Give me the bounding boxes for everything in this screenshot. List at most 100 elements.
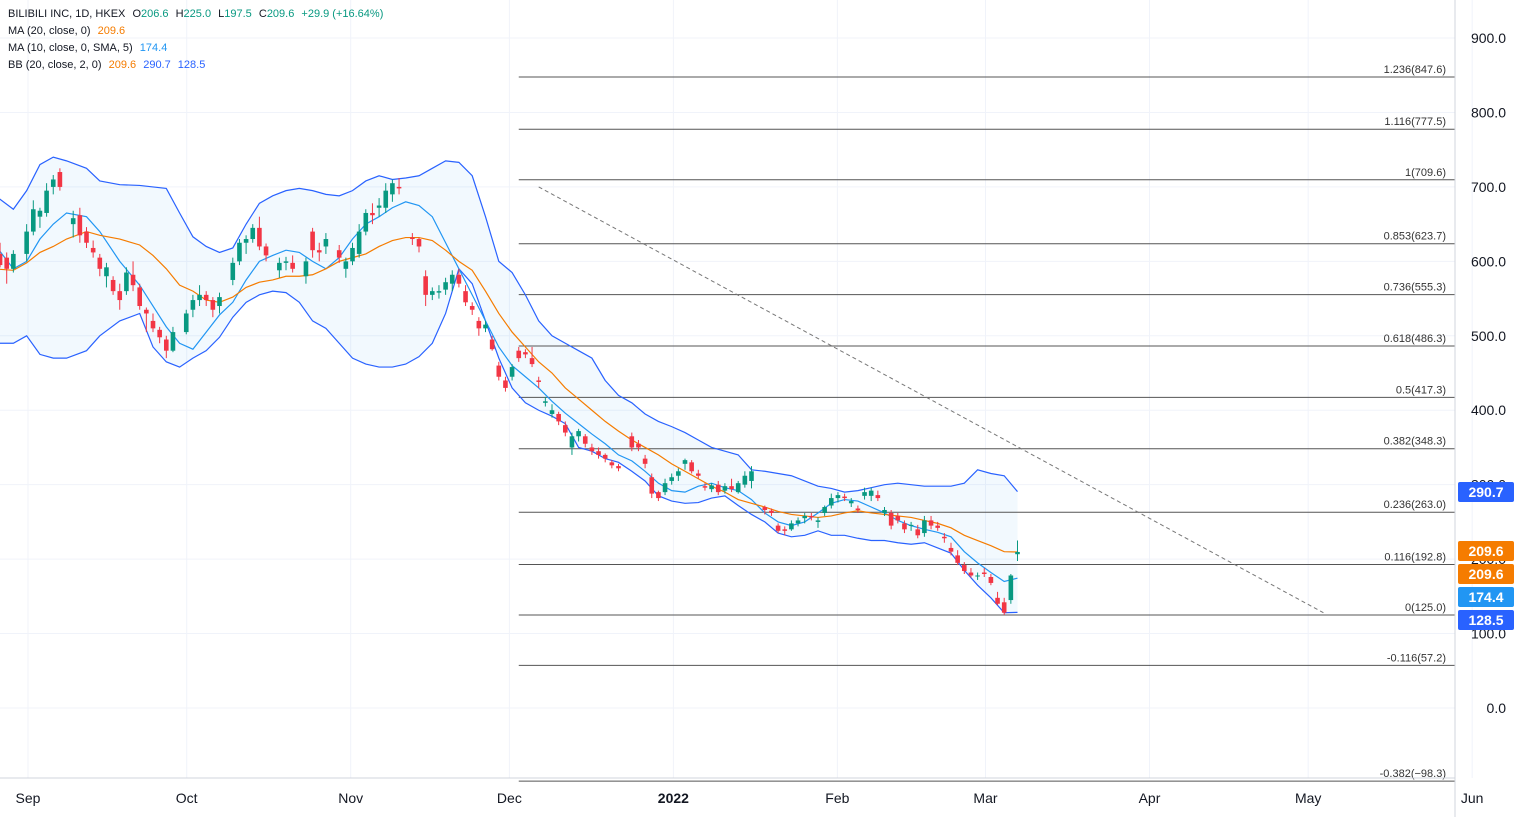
- candle-body: [449, 274, 455, 284]
- candle-body: [955, 555, 960, 563]
- fib-label: -0.382(−98.3): [1380, 768, 1446, 780]
- legend-o: O206.6: [132, 8, 168, 20]
- legend-l: L197.5: [218, 8, 252, 20]
- candle-body: [290, 262, 295, 269]
- h-label: H: [175, 8, 184, 20]
- candle-body: [915, 529, 921, 536]
- candle-body: [496, 365, 502, 377]
- candle-body: [97, 257, 103, 269]
- candle-body: [549, 410, 555, 414]
- fib-label: 0.116(192.8): [1384, 551, 1446, 563]
- fib-label: 0.853(623.7): [1384, 231, 1446, 243]
- candle-body: [0, 253, 3, 266]
- candle-body: [84, 231, 89, 243]
- o-value: 206.6: [141, 8, 169, 20]
- candle-body: [696, 473, 701, 476]
- candle-body: [336, 250, 342, 258]
- o-label: O: [132, 8, 141, 20]
- candle-body: [150, 320, 156, 329]
- candle-body: [749, 471, 754, 481]
- candle-body: [676, 471, 681, 476]
- y-tick-label: 600.0: [1471, 253, 1506, 269]
- x-tick-label: Sep: [16, 790, 41, 806]
- candle-body: [922, 520, 927, 534]
- candle-body: [350, 247, 355, 262]
- l-label: L: [218, 8, 225, 20]
- candle-body: [1015, 551, 1020, 555]
- candle-body: [456, 274, 462, 284]
- candle-body: [582, 436, 588, 444]
- candle-body: [316, 250, 322, 253]
- candle-body: [263, 246, 269, 256]
- candle-body: [995, 597, 1000, 604]
- candle-body: [988, 576, 994, 583]
- x-tick-label: 2022: [658, 790, 689, 806]
- candle-body: [576, 431, 581, 437]
- fib-label: 0.736(555.3): [1384, 282, 1446, 294]
- legend-symbol: BILIBILI INC, 1D, HKEX: [8, 8, 126, 20]
- price-tag: 174.4: [1458, 587, 1514, 607]
- candle-body: [802, 515, 807, 519]
- candle-body: [157, 329, 162, 338]
- candle-body: [503, 380, 508, 388]
- candle-body: [543, 401, 548, 403]
- c-value: 209.6: [266, 8, 295, 20]
- legend-ma10-row: MA (10, close, 0, SMA, 5) 174.4: [8, 40, 387, 57]
- legend-c: C209.6: [259, 8, 294, 20]
- candle-body: [37, 210, 43, 217]
- candle-body: [722, 486, 728, 491]
- candle-body: [742, 475, 748, 485]
- candle-body: [197, 294, 202, 301]
- price-tag: 209.6: [1458, 541, 1514, 561]
- candle-body: [50, 179, 56, 187]
- x-tick-label: Oct: [176, 790, 198, 806]
- legend-ma20-label: MA (20, close, 0): [8, 25, 91, 37]
- fib-label: 0.5(417.3): [1396, 384, 1446, 396]
- candle-body: [769, 510, 774, 513]
- legend-ma10-label: MA (10, close, 0, SMA, 5): [8, 42, 133, 54]
- candle-body: [715, 484, 721, 493]
- candle-body: [602, 454, 608, 459]
- candle-body: [902, 523, 907, 530]
- price-tag: 209.6: [1458, 564, 1514, 584]
- bollinger-fill: [0, 157, 1018, 613]
- candle-body: [509, 367, 515, 377]
- candle-body: [137, 287, 142, 307]
- candle-body: [476, 320, 482, 329]
- candle-body: [237, 242, 242, 262]
- candle-body: [396, 186, 402, 189]
- candle-body: [981, 572, 987, 575]
- candle-body: [795, 520, 801, 524]
- candle-body: [1001, 602, 1007, 613]
- candle-body: [217, 297, 222, 307]
- candle-body: [11, 253, 16, 269]
- candle-body: [303, 261, 309, 277]
- legend-ohlc-row: BILIBILI INC, 1D, HKEX O206.6 H225.0 L19…: [8, 6, 387, 23]
- candle-body: [629, 436, 635, 448]
- fib-label: 0.382(348.3): [1384, 436, 1446, 448]
- candle-body: [483, 324, 488, 329]
- candle-body: [443, 282, 448, 290]
- y-tick-label: 800.0: [1471, 104, 1506, 120]
- candle-body: [370, 212, 375, 216]
- l-value: 197.5: [224, 8, 252, 20]
- fib-label: -0.116(57.2): [1387, 652, 1446, 664]
- y-tick-label: 900.0: [1471, 30, 1506, 46]
- candle-body: [4, 257, 9, 269]
- candle-body: [942, 536, 947, 539]
- candle-body: [962, 565, 967, 572]
- candle-body: [77, 215, 83, 236]
- fib-label: 0(125.0): [1405, 602, 1446, 614]
- candle-body: [848, 501, 854, 504]
- candle-body: [689, 462, 694, 472]
- candle-body: [230, 262, 236, 280]
- candle-body: [875, 495, 881, 499]
- candle-body: [390, 183, 395, 195]
- candle-body: [636, 443, 641, 448]
- candle-body: [376, 205, 382, 208]
- candle-body: [596, 451, 601, 455]
- candle-body: [70, 218, 76, 225]
- fib-label: 0.618(486.3): [1384, 333, 1446, 345]
